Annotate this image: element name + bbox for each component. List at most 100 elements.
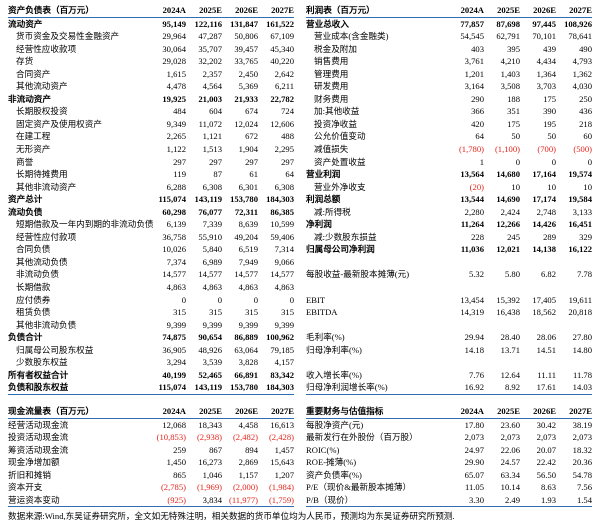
cell-value: 14,426 [532, 219, 556, 230]
cell-value: 867 [209, 444, 222, 455]
cell-value: 1,046 [202, 469, 222, 480]
row-label: 租赁负债 [16, 307, 51, 318]
column-header-2027E: 2027E [271, 5, 294, 15]
cell-value: 0 [253, 294, 258, 305]
cell-value: 10,026 [162, 244, 186, 255]
cell-value: 0 [515, 156, 520, 167]
cell-value: 4,478 [166, 81, 186, 92]
cell-value: 0 [587, 156, 592, 167]
cell-value [556, 256, 592, 269]
balance-sheet-grid: 资产负债表（百万元） 2024A 2025E 2026E 2027E 流动资产 95,149… [8, 4, 294, 395]
cell-value: 439 [543, 43, 556, 54]
table-row: 投资净收益 420 175 195 218 [306, 118, 592, 131]
row-label: 减:少数股东损益 [314, 231, 377, 242]
cell-value: 4,863 [238, 282, 258, 293]
table-row: P/B（现价） 3.30 2.49 1.93 1.54 [306, 494, 592, 507]
cell-value: 297 [245, 156, 258, 167]
row-label: 经营性应收款项 [16, 43, 77, 54]
table-row: 折旧和摊销 865 1,046 1,157 1,207 [8, 469, 294, 482]
cell-value: 20.36 [572, 457, 592, 468]
table-row: 固定资产及使用权资产 9,349 11,072 12,024 12,606 [8, 118, 294, 131]
cell-value: 7.78 [576, 269, 592, 280]
cell-value: 5.80 [504, 269, 520, 280]
row-label: 每股净资产(元) [306, 419, 364, 430]
column-header-2024A: 2024A [460, 5, 484, 15]
cell-value: 6,301 [238, 181, 258, 192]
table-title: 利润表（百万元） [306, 5, 375, 15]
row-label: 短期借款及一年内到期的非流动负债 [16, 219, 154, 230]
cell-value: 5,840 [202, 244, 222, 255]
cell-value [484, 319, 520, 332]
cell-value: 3,164 [464, 81, 484, 92]
cell-value: 4,564 [202, 81, 222, 92]
row-label: EBIT [306, 294, 326, 305]
table-row: 加:其他收益 366 351 390 436 [306, 105, 592, 118]
table-title: 现金流量表（百万元） [8, 405, 94, 416]
column-header-2024A: 2024A [162, 405, 186, 416]
cell-value: 9,399 [274, 319, 294, 330]
cell-value: 95,149 [162, 18, 186, 29]
cell-value: (11,977) [228, 494, 258, 505]
row-label: 长期股权投资 [16, 106, 68, 117]
row-label: 营业利润 [306, 169, 341, 180]
cell-value: 14,138 [532, 244, 556, 255]
cell-value [520, 256, 556, 269]
table-row: 合同负债 10,026 5,840 6,519 7,314 [8, 243, 294, 256]
cell-value: 36,758 [162, 231, 186, 242]
row-label: 归母净利润增长率(%) [306, 382, 388, 393]
cell-value: 67,109 [270, 31, 294, 42]
table-row: 长期借款 4,863 4,863 4,863 4,863 [8, 281, 294, 294]
cell-value [448, 319, 484, 332]
cell-value: 1,450 [166, 457, 186, 468]
row-label: P/E（现价&最新股本摊薄） [306, 482, 412, 493]
table-row: 无形资产 1,122 1,513 1,904 2,295 [8, 143, 294, 156]
cell-value: 2,073 [500, 432, 520, 443]
table-row: 非流动负债 14,577 14,577 14,577 14,577 [8, 268, 294, 281]
row-label: 所有者权益合计 [8, 369, 69, 380]
header-row: 重要财务与估值指标 2024A 2025E 2026E 2027E [306, 405, 592, 418]
row-label: 归属母公司股东权益 [16, 344, 94, 355]
column-header-2024A: 2024A [162, 5, 186, 15]
row-label: P/B（现价） [306, 494, 354, 505]
table-row: ROE-摊薄(%) 29.90 24.57 22.42 20.36 [306, 456, 592, 469]
table-row: 归母净利率(%) 14.18 13.71 14.51 14.80 [306, 344, 592, 357]
column-header-2026E: 2026E [235, 5, 258, 15]
table-row: 少数股东权益 3,294 3,539 3,828 4,157 [8, 356, 294, 369]
cell-value: 19,611 [568, 294, 592, 305]
cell-value: 19,925 [162, 93, 186, 104]
cell-value: 21,933 [234, 93, 258, 104]
cell-value: 30.42 [536, 419, 556, 430]
cell-value: 1,904 [238, 144, 258, 155]
cell-value: 9,066 [274, 256, 294, 267]
column-header-2027E: 2027E [569, 5, 592, 15]
table-row: 减:所得税 2,280 2,424 2,748 3,133 [306, 206, 592, 219]
cell-value: 100,962 [266, 332, 294, 343]
cell-value: 52,465 [198, 369, 222, 380]
table-row: 归属母公司净利润 11,036 12,021 14,138 16,122 [306, 243, 592, 256]
cell-value: (2,482) [232, 432, 258, 443]
cell-value: 1,513 [202, 144, 222, 155]
header-row: 现金流量表（百万元） 2024A 2025E 2026E 2027E [8, 405, 294, 418]
cell-value: 10 [547, 181, 556, 192]
cell-value: 33,765 [234, 56, 258, 67]
cell-value: 6.82 [540, 269, 556, 280]
cell-value: 7,314 [274, 244, 294, 255]
table-row: 投资活动现金流 (10,853) (2,938) (2,482) (2,428) [8, 431, 294, 444]
header-row: 利润表（百万元） 2024A 2025E 2026E 2027E [306, 4, 592, 18]
cell-value: 14,690 [496, 194, 520, 205]
cell-value: 2,073 [464, 432, 484, 443]
cell-value: 35,707 [198, 43, 222, 54]
table-row: 负债合计 74,875 90,654 86,889 100,962 [8, 331, 294, 344]
cell-value: 315 [281, 307, 294, 318]
cell-value: 14,680 [496, 169, 520, 180]
column-header-2026E: 2026E [235, 405, 258, 416]
cell-value: 62,791 [496, 31, 520, 42]
table-row: 归属母公司股东权益 36,905 48,926 63,064 79,185 [8, 344, 294, 357]
cell-value: 14.18 [464, 344, 484, 355]
table-row: 公允价值变动 64 50 50 60 [306, 130, 592, 143]
cell-value [520, 281, 556, 294]
cell-value: 9,349 [166, 118, 186, 129]
cell-value: 7,374 [166, 256, 186, 267]
cell-value: 17.80 [464, 419, 484, 430]
key-metrics-table: 重要财务与估值指标 2024A 2025E 2026E 2027E 每股净资产(元) 17.… [306, 405, 592, 507]
